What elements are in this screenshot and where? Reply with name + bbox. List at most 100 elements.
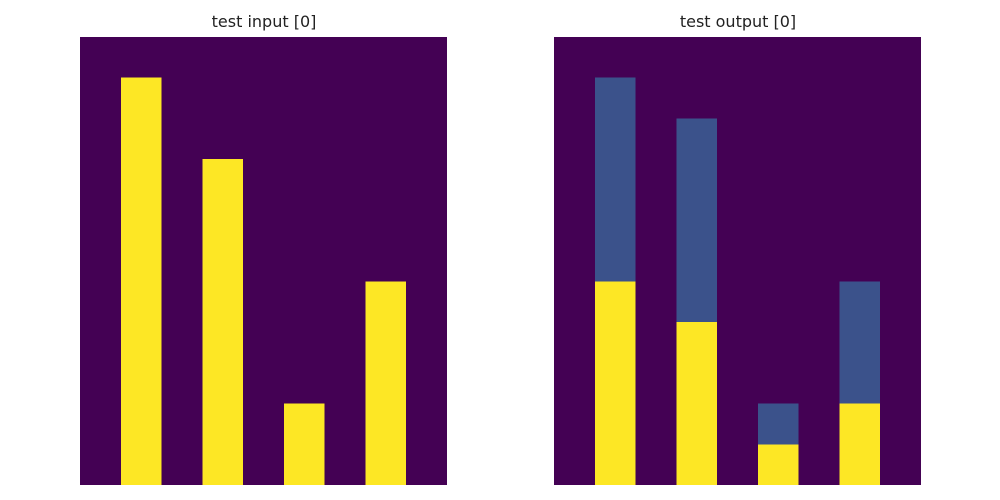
grid-cell [594, 199, 637, 242]
grid-cell [80, 403, 122, 445]
grid-cell [120, 281, 163, 323]
grid-cell [161, 322, 203, 364]
grid-cell [120, 37, 163, 79]
grid-cell [283, 362, 326, 405]
grid-cell [594, 281, 637, 323]
grid-cell [717, 403, 759, 445]
grid-cell [635, 37, 677, 79]
grid-cell [80, 362, 122, 405]
grid-cell [798, 77, 841, 120]
grid-cell [676, 199, 718, 242]
grid-cell [80, 77, 122, 120]
grid-cell [202, 281, 244, 323]
grid-cell [406, 362, 447, 405]
grid-cell [676, 444, 718, 485]
grid-cell [324, 281, 367, 323]
grid-cell [635, 322, 677, 364]
grid-cell [80, 159, 122, 201]
grid-cell [880, 444, 921, 485]
input-panel-title: test input [0] [211, 12, 317, 31]
grid-cell [757, 281, 800, 323]
grid-cell [365, 240, 407, 282]
grid-cell [880, 322, 921, 364]
grid-cell [283, 444, 326, 485]
grid-cell [406, 159, 447, 201]
grid-cell [554, 37, 596, 79]
grid-cell [161, 240, 203, 282]
grid-cell [120, 240, 163, 282]
grid-cell [880, 77, 921, 120]
grid-cell [757, 322, 800, 364]
grid-cell [243, 159, 285, 201]
grid-cell [717, 37, 759, 79]
grid-cell [365, 199, 407, 242]
grid-cell [80, 444, 122, 485]
grid-cell [324, 322, 367, 364]
grid-cell [757, 240, 800, 282]
grid-cell [635, 444, 677, 485]
grid-cell [676, 118, 718, 160]
grid-cell [406, 281, 447, 323]
grid-cell [676, 37, 718, 79]
grid-cell [406, 240, 447, 282]
grid-cell [283, 281, 326, 323]
grid-cell [880, 362, 921, 405]
grid-cell [202, 240, 244, 282]
grid-cell [161, 77, 203, 120]
grid-cell [554, 199, 596, 242]
grid-cell [120, 77, 163, 120]
grid-cell [120, 199, 163, 242]
grid-cell [717, 444, 759, 485]
grid-cell [406, 199, 447, 242]
grid-cell [839, 159, 881, 201]
grid-cell [798, 118, 841, 160]
grid-cell [202, 118, 244, 160]
grid-cell [120, 444, 163, 485]
grid-cell [880, 118, 921, 160]
grid-cell [554, 159, 596, 201]
grid-cell [717, 159, 759, 201]
grid-cell [202, 444, 244, 485]
grid-cell [594, 240, 637, 282]
grid-cell [365, 403, 407, 445]
grid-cell [161, 37, 203, 79]
grid-cell [635, 403, 677, 445]
grid-cell [839, 77, 881, 120]
grid-cell [324, 362, 367, 405]
grid-cell [80, 37, 122, 79]
grid-cell [554, 281, 596, 323]
grid-cell [798, 240, 841, 282]
grid-cell [365, 118, 407, 160]
output-panel: test output [0] [554, 0, 922, 500]
grid-cell [880, 199, 921, 242]
grid-cell [365, 444, 407, 485]
grid-cell [676, 281, 718, 323]
grid-cell [880, 37, 921, 79]
grid-cell [365, 362, 407, 405]
grid-cell [202, 199, 244, 242]
grid-cell [80, 118, 122, 160]
grid-cell [717, 199, 759, 242]
grid-cell [839, 322, 881, 364]
grid-cell [635, 199, 677, 242]
grid-cell [243, 362, 285, 405]
input-panel: test input [0] [80, 0, 448, 500]
grid-cell [202, 403, 244, 445]
grid-cell [283, 159, 326, 201]
grid-cell [880, 403, 921, 445]
grid-cell [757, 37, 800, 79]
grid-cell [554, 322, 596, 364]
grid-cell [757, 159, 800, 201]
grid-cell [635, 362, 677, 405]
output-panel-title: test output [0] [679, 12, 797, 31]
grid-cell [80, 322, 122, 364]
grid-cell [635, 118, 677, 160]
grid-cell [202, 362, 244, 405]
grid-cell [635, 159, 677, 201]
grid-cell [202, 159, 244, 201]
grid-cell [554, 362, 596, 405]
grid-cell [324, 403, 367, 445]
grid-cell [880, 240, 921, 282]
grid-cell [324, 240, 367, 282]
grid-cell [161, 403, 203, 445]
